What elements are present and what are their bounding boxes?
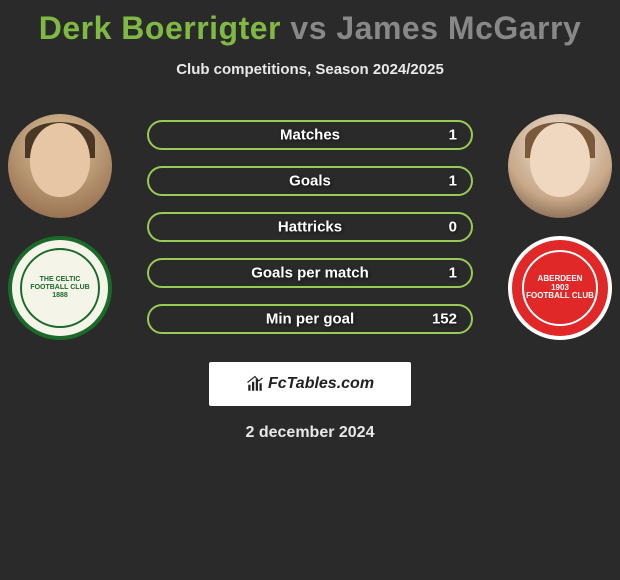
stat-bars: Matches 1 Goals 1 Hattricks 0 Goals per …	[147, 120, 473, 334]
stat-bar: Min per goal 152	[147, 304, 473, 334]
source-logo: FcTables.com	[209, 362, 411, 406]
player1-club-badge: THE CELTIC FOOTBALL CLUB 1888	[8, 236, 112, 340]
right-column: ABERDEEN 1903 FOOTBALL CLUB	[508, 114, 612, 340]
player2-name: James McGarry	[336, 10, 581, 46]
comparison-card: Derk Boerrigter vs James McGarry Club co…	[0, 0, 620, 580]
club-badge-text: ABERDEEN 1903 FOOTBALL CLUB	[526, 275, 594, 301]
stat-value: 1	[449, 173, 457, 190]
stat-label: Hattricks	[278, 219, 342, 236]
date-label: 2 december 2024	[0, 424, 620, 442]
content-row: THE CELTIC FOOTBALL CLUB 1888 Matches 1 …	[0, 114, 620, 334]
player1-avatar	[8, 114, 112, 218]
stat-value: 1	[449, 127, 457, 144]
stat-value: 152	[432, 311, 457, 328]
left-column: THE CELTIC FOOTBALL CLUB 1888	[8, 114, 112, 340]
stat-label: Goals	[289, 173, 331, 190]
stat-value: 1	[449, 265, 457, 282]
stat-bar: Goals 1	[147, 166, 473, 196]
stat-bar: Hattricks 0	[147, 212, 473, 242]
player2-avatar	[508, 114, 612, 218]
chart-icon	[246, 375, 264, 393]
stat-label: Matches	[280, 127, 340, 144]
source-logo-text: FcTables.com	[268, 375, 374, 393]
stat-label: Goals per match	[251, 265, 369, 282]
stat-value: 0	[449, 219, 457, 236]
stat-bar: Goals per match 1	[147, 258, 473, 288]
stat-label: Min per goal	[266, 311, 354, 328]
page-title: Derk Boerrigter vs James McGarry	[0, 10, 620, 47]
club-badge-text: THE CELTIC FOOTBALL CLUB 1888	[30, 276, 89, 299]
subtitle: Club competitions, Season 2024/2025	[0, 61, 620, 78]
player2-club-badge: ABERDEEN 1903 FOOTBALL CLUB	[508, 236, 612, 340]
player1-name: Derk Boerrigter	[39, 10, 281, 46]
stat-bar: Matches 1	[147, 120, 473, 150]
vs-label: vs	[290, 10, 327, 46]
